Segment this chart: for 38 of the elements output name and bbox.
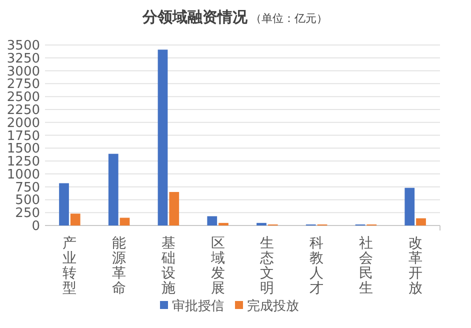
x-tick-label: 能源革命	[112, 236, 126, 296]
y-tick-label: 750	[15, 180, 40, 196]
legend-label: 完成投放	[247, 298, 299, 314]
x-tick-label: 科教人才	[310, 236, 324, 296]
y-tick-label: 2000	[6, 116, 40, 131]
bar	[416, 218, 426, 226]
bar	[404, 188, 415, 226]
y-tick-label: 3500	[6, 38, 40, 54]
bar	[108, 154, 118, 226]
legend-label: 审批授信	[172, 298, 224, 314]
bar	[158, 50, 168, 226]
bar	[218, 222, 228, 226]
y-tick-label: 2250	[6, 102, 40, 118]
y-tick-label: 250	[15, 206, 40, 222]
y-tick-label: 1500	[6, 142, 40, 157]
bar	[207, 216, 218, 226]
y-tick-label: 0	[32, 219, 40, 234]
bar	[169, 192, 180, 226]
chart-subtitle: （单位：亿元）	[250, 12, 328, 25]
y-tick-label: 3000	[6, 64, 40, 80]
y-tick-label: 2750	[6, 77, 40, 92]
bar	[59, 183, 69, 226]
x-tick-label: 产业转型	[62, 236, 77, 296]
y-tick-label: 2500	[6, 90, 40, 106]
y-tick-label: 1250	[6, 154, 40, 170]
chart-title: 分领域融资情况	[142, 8, 248, 26]
x-tick-label: 区域发展	[210, 236, 225, 296]
x-tick-label: 基础设施	[160, 236, 176, 296]
bar	[256, 222, 266, 226]
bar	[70, 214, 80, 226]
x-tick-label: 生态文明	[259, 236, 274, 296]
x-tick-label: 改革开放	[408, 236, 422, 296]
y-tick-label: 1000	[6, 167, 40, 182]
y-tick-label: 500	[15, 193, 40, 208]
x-tick-label: 社会民生	[358, 236, 373, 296]
bar	[120, 218, 130, 226]
y-tick-label: 1750	[6, 128, 40, 144]
y-tick-label: 3250	[6, 51, 40, 66]
